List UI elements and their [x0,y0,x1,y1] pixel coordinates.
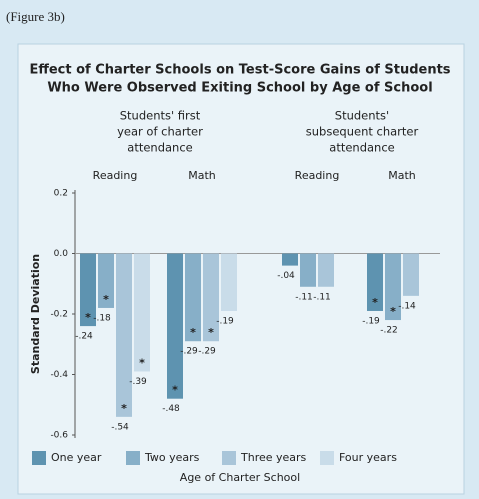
legend-label: One year [51,451,102,464]
value-label: -.11 [313,292,331,302]
group-header: year of charter [117,125,203,139]
value-label: -.04 [277,271,295,281]
legend-swatch [222,451,236,465]
value-label: -.39 [129,377,147,387]
bar [134,253,150,372]
category-label: Reading [295,169,340,182]
y-tick-label: -0.6 [50,431,68,441]
value-label: -.19 [216,316,234,326]
value-label: -.19 [362,316,380,326]
legend-label: Two years [144,451,200,464]
bar [318,253,334,287]
bar [403,253,419,296]
legend-label: Four years [339,451,397,464]
y-tick-label: -0.4 [50,370,68,380]
figure-label: (Figure 3b) [6,9,65,24]
category-label: Reading [93,169,138,182]
bar [185,253,201,342]
bar [300,253,316,287]
bar [98,253,114,308]
legend-swatch [320,451,334,465]
significance-mark: * [85,311,91,324]
value-label: -.24 [75,332,93,342]
bar [80,253,96,327]
bar [203,253,219,342]
significance-mark: * [372,296,378,309]
y-axis-label: Standard Deviation [29,254,42,374]
value-label: -.48 [162,404,180,414]
group-header: Students' first [120,109,201,123]
chart-title: Effect of Charter Schools on Test-Score … [29,63,450,78]
significance-mark: * [390,305,396,318]
legend-swatch [32,451,46,465]
bar [385,253,401,321]
group-header: Students' [335,109,389,123]
bar [167,253,183,399]
value-label: -.22 [380,326,398,336]
significance-mark: * [103,293,109,306]
significance-mark: * [190,326,196,339]
bar [221,253,237,311]
value-label: -.11 [295,292,313,302]
significance-mark: * [208,326,214,339]
bar [367,253,383,311]
bar [282,253,298,266]
significance-mark: * [139,356,145,369]
legend-label: Three years [240,451,307,464]
group-header: attendance [329,141,394,155]
value-label: -.18 [93,313,111,323]
y-tick-label: -0.2 [50,310,68,320]
group-header: attendance [127,141,192,155]
bar [116,253,132,417]
significance-mark: * [172,384,178,397]
value-label: -.29 [180,347,198,357]
value-label: -.54 [111,422,129,432]
chart-title: Who Were Observed Exiting School by Age … [47,81,432,96]
legend-swatch [126,451,140,465]
x-axis-label: Age of Charter School [180,471,300,484]
value-label: -.14 [398,301,416,311]
y-tick-label: 0.2 [54,189,68,199]
category-label: Math [188,169,216,182]
value-label: -.29 [198,347,216,357]
significance-mark: * [121,402,127,415]
category-label: Math [388,169,416,182]
y-tick-label: 0.0 [54,249,69,259]
group-header: subsequent charter [306,125,419,139]
